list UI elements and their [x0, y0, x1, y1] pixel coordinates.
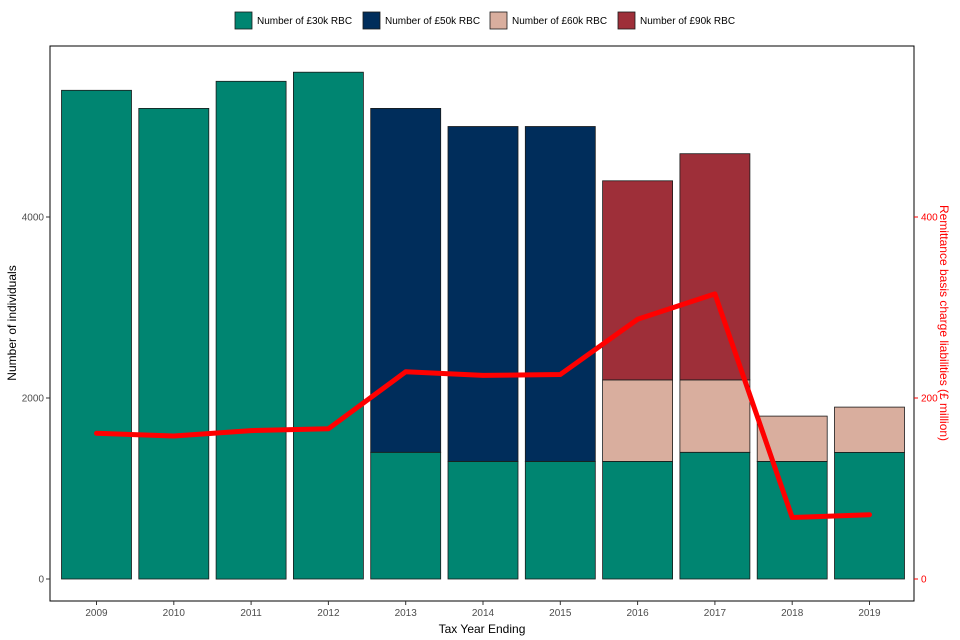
legend-swatch — [234, 11, 253, 30]
bar-2017-series-1 — [679, 451, 751, 580]
bar-2012-series-1 — [292, 71, 364, 580]
x-tick-label: 2016 — [626, 608, 649, 619]
y-axis-title: Number of individuals — [5, 265, 19, 380]
bar-2014-series-1 — [447, 460, 519, 580]
legend-swatch — [617, 11, 636, 30]
x-tick-label: 2012 — [317, 608, 340, 619]
y2-tick-label: 0 — [921, 575, 927, 586]
rbc-liability-line-path — [94, 291, 872, 520]
bar-2018-series-3 — [756, 415, 828, 462]
x-axis-title: Tax Year Ending — [439, 622, 526, 636]
bar-2016-series-3 — [602, 379, 673, 462]
y2-tick-label: 400 — [921, 213, 938, 224]
bar-2017-series-4 — [679, 153, 751, 381]
plot-frame — [49, 45, 915, 602]
x-tick-label: 2011 — [240, 608, 262, 619]
legend-label: Number of £50k RBC — [385, 16, 480, 27]
legend-swatch — [362, 11, 381, 30]
y-axis-right: 0 200 400 — [914, 213, 938, 586]
bar-2015-series-2 — [524, 126, 596, 462]
bar-2019-series-3 — [834, 406, 905, 453]
bar-2009-series-1 — [61, 89, 132, 580]
bar-2015-series-1 — [524, 460, 596, 580]
bars — [61, 71, 905, 580]
x-tick-label: 2017 — [704, 608, 727, 619]
bar-2016-series-4 — [602, 180, 673, 381]
y2-tick-label: 200 — [921, 394, 938, 405]
legend: Number of £30k RBC Number of £50k RBC Numb… — [234, 11, 735, 30]
bar-2014-series-2 — [447, 126, 519, 462]
legend-swatch — [489, 11, 508, 30]
bar-2013-series-2 — [370, 108, 442, 453]
x-tick-label: 2018 — [781, 608, 804, 619]
legend-label: Number of £90k RBC — [640, 16, 735, 27]
rbc-liability-line — [94, 291, 872, 520]
x-tick-label: 2019 — [858, 608, 881, 619]
y-axis-left: 0 2000 4000 — [22, 213, 50, 586]
bar-2013-series-1 — [370, 451, 442, 580]
bar-2010-series-1 — [138, 108, 210, 580]
x-tick-label: 2014 — [472, 608, 495, 619]
bar-2011-series-1 — [215, 80, 287, 580]
y-tick-label: 0 — [38, 575, 44, 586]
x-tick-label: 2013 — [395, 608, 418, 619]
bar-2016-series-1 — [602, 460, 673, 580]
plot-area — [49, 45, 915, 602]
legend-label: Number of £30k RBC — [257, 16, 352, 27]
x-axis: 2009 2010 2011 2012 2013 2014 2015 2016 2017 2018… — [85, 601, 881, 619]
y2-axis-title: Remittance basis charge liabilities (£ m… — [937, 205, 951, 441]
y-tick-label: 4000 — [22, 213, 45, 224]
x-tick-label: 2010 — [163, 608, 186, 619]
bar-2018-series-1 — [756, 460, 828, 580]
y-tick-label: 2000 — [22, 394, 45, 405]
x-tick-label: 2009 — [85, 608, 108, 619]
bar-2017-series-3 — [679, 379, 751, 453]
x-tick-label: 2015 — [549, 608, 572, 619]
legend-label: Number of £60k RBC — [512, 16, 607, 27]
